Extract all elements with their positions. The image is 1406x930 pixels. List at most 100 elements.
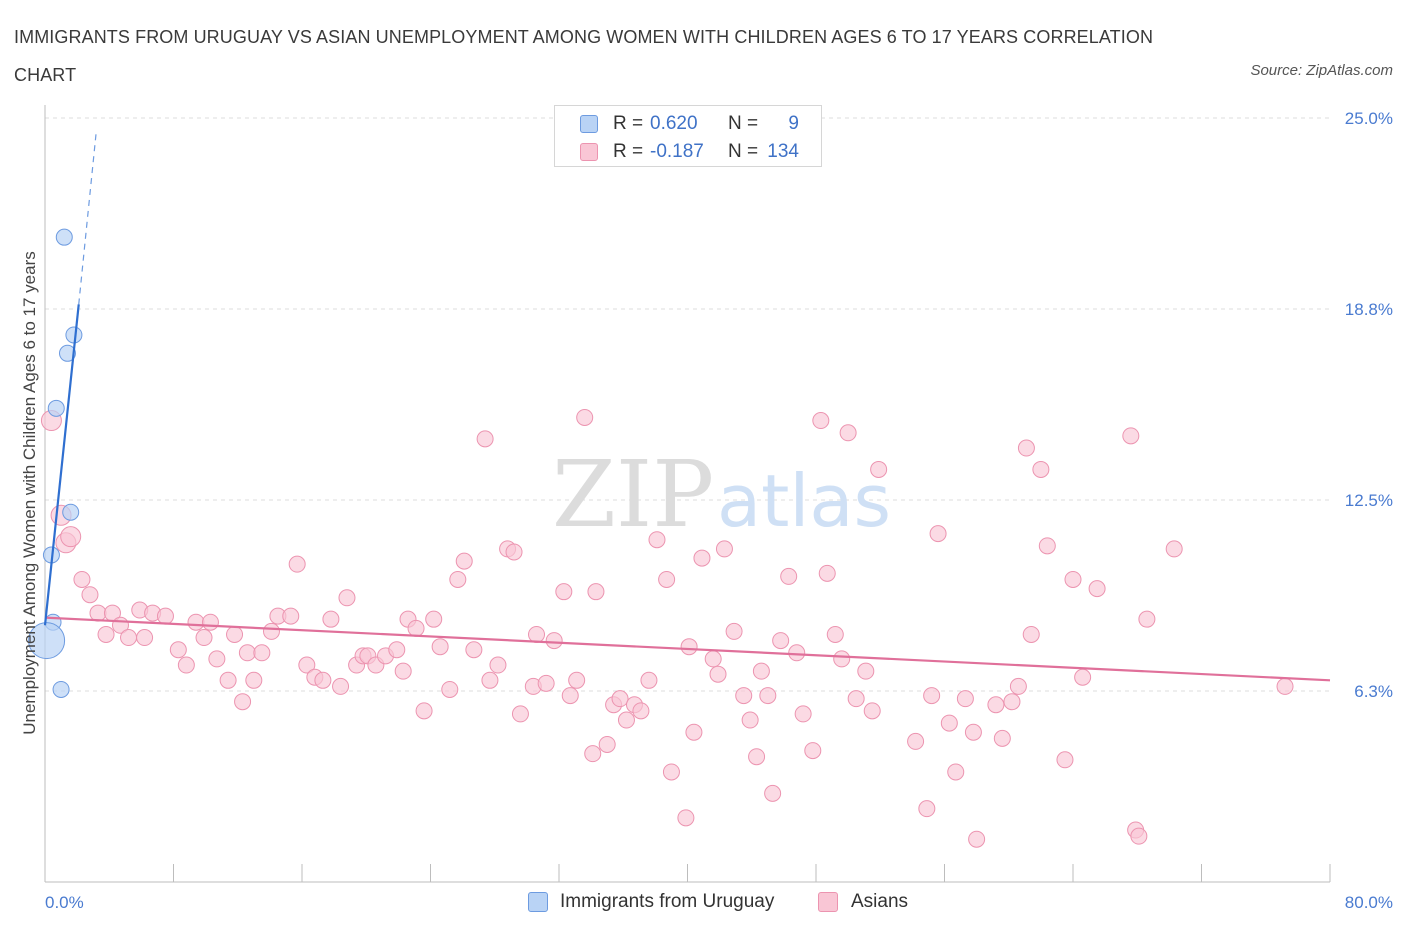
data-point-asians <box>89 604 107 622</box>
data-point-asians <box>415 702 433 720</box>
data-point-asians <box>177 656 195 674</box>
zipatlas-watermark: ZIP atlas <box>552 441 891 548</box>
x-tick-label: 0.0% <box>45 893 84 912</box>
data-point-asians <box>234 693 252 711</box>
legend-row-uruguay: R = 0.620 N = 9 <box>555 110 823 138</box>
data-point-asians <box>555 583 573 601</box>
data-point-asians <box>947 763 965 781</box>
data-point-asians <box>561 687 579 705</box>
data-point-asians <box>709 665 727 683</box>
data-point-asians <box>1122 427 1140 445</box>
data-point-asians <box>611 690 629 708</box>
data-point-asians <box>449 570 467 588</box>
x-tick-label: 80.0% <box>1345 893 1393 912</box>
data-point-asians <box>748 748 766 766</box>
data-point-asians <box>918 800 936 818</box>
y-tick-label: 25.0% <box>1345 109 1393 128</box>
data-point-asians <box>120 629 138 647</box>
data-point-asians <box>136 629 154 647</box>
data-point-asians <box>598 735 616 753</box>
legend-n-label: N = <box>728 141 759 162</box>
data-point-asians <box>476 430 494 448</box>
data-point-asians <box>826 625 844 643</box>
data-point-asians <box>940 714 958 732</box>
data-point-uruguay <box>55 228 73 246</box>
series-asians <box>40 408 1294 848</box>
data-point-asians <box>1138 610 1156 628</box>
legend-row-asians: R = -0.187 N = 134 <box>555 138 823 166</box>
y-tick-label: 6.3% <box>1354 682 1393 701</box>
data-point-asians <box>262 622 280 640</box>
tick-labels: 6.3% 12.5% 18.8% 25.0% 0.0% 80.0% <box>45 109 1393 912</box>
data-point-asians <box>1032 460 1050 478</box>
legend-n-label: N = <box>728 113 759 134</box>
data-point-asians <box>545 632 563 650</box>
data-point-asians <box>993 729 1011 747</box>
watermark-zip: ZIP <box>552 441 714 548</box>
data-point-asians <box>465 641 483 659</box>
data-point-asians <box>1017 439 1035 457</box>
legend-r-value: -0.187 <box>650 141 704 162</box>
legend-r-label: R = <box>613 113 644 134</box>
data-point-asians <box>907 732 925 750</box>
data-point-asians <box>394 662 412 680</box>
data-point-asians <box>568 671 586 689</box>
data-point-asians <box>1056 751 1074 769</box>
legend-swatch-uruguay <box>528 892 548 912</box>
data-point-asians <box>1165 540 1183 558</box>
data-point-asians <box>298 656 316 674</box>
data-point-asians <box>857 662 875 680</box>
data-point-asians <box>772 632 790 650</box>
data-point-asians <box>314 671 332 689</box>
data-point-asians <box>662 763 680 781</box>
legend-n-value: 9 <box>788 113 799 134</box>
data-point-asians <box>528 625 546 643</box>
y-tick-label: 18.8% <box>1345 300 1393 319</box>
data-point-asians <box>863 702 881 720</box>
legend-n-value: 134 <box>767 141 799 162</box>
data-point-asians <box>1064 570 1082 588</box>
data-point-asians <box>725 622 743 640</box>
data-point-asians <box>441 680 459 698</box>
y-axis-label: Unemployment Among Women with Children A… <box>20 251 39 735</box>
data-point-asians <box>741 711 759 729</box>
y-tick-label: 12.5% <box>1345 491 1393 510</box>
data-point-asians <box>833 650 851 668</box>
data-point-asians <box>987 696 1005 714</box>
data-point-asians <box>1074 668 1092 686</box>
trend-lines <box>43 130 1331 682</box>
data-point-asians <box>576 408 594 426</box>
data-point-asians <box>338 589 356 607</box>
data-point-asians <box>201 613 219 631</box>
data-point-asians <box>537 674 555 692</box>
data-point-asians <box>226 625 244 643</box>
data-point-asians <box>794 705 812 723</box>
data-point-asians <box>431 638 449 656</box>
data-point-asians <box>587 583 605 601</box>
legend-r-value: 0.620 <box>650 113 698 134</box>
data-point-asians <box>617 711 635 729</box>
legend-label-uruguay: Immigrants from Uruguay <box>560 891 775 912</box>
series-uruguay <box>28 228 83 698</box>
data-point-asians <box>481 671 499 689</box>
data-point-asians <box>388 641 406 659</box>
axes <box>44 105 1331 883</box>
data-point-asians <box>804 742 822 760</box>
data-point-asians <box>780 567 798 585</box>
data-point-asians <box>169 641 187 659</box>
trend-line-uruguay <box>43 304 80 626</box>
data-point-asians <box>788 644 806 662</box>
data-point-asians <box>253 644 271 662</box>
data-point-uruguay <box>47 399 65 417</box>
data-point-asians <box>968 830 986 848</box>
data-point-asians <box>870 460 888 478</box>
data-point-asians <box>658 570 676 588</box>
data-point-asians <box>677 809 695 827</box>
data-point-asians <box>489 656 507 674</box>
data-point-asians <box>818 564 836 582</box>
data-point-asians <box>511 705 529 723</box>
watermark-atlas: atlas <box>717 459 891 543</box>
trend-line-asians <box>44 616 1331 682</box>
legend-swatch-asians <box>580 143 598 161</box>
